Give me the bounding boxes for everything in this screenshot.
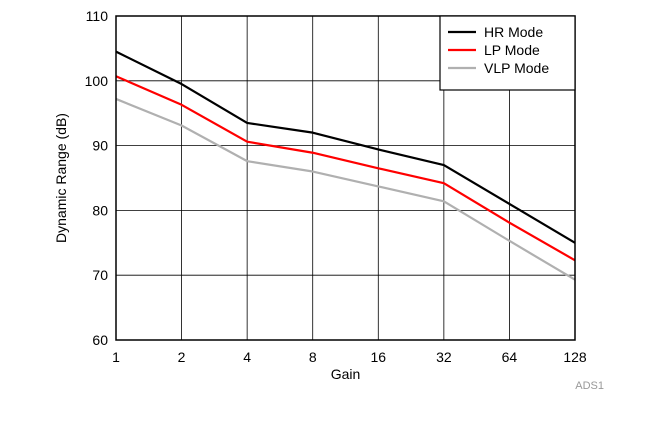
legend: HR Mode LP Mode VLP Mode <box>439 15 576 91</box>
y-axis-ticks: 60 70 80 90 100 110 <box>85 8 109 348</box>
x-tick-label: 32 <box>436 349 452 365</box>
legend-label: HR Mode <box>484 24 543 40</box>
y-tick-label: 90 <box>92 138 108 154</box>
plot-area-frame <box>115 15 576 341</box>
y-tick-label: 70 <box>92 267 108 283</box>
series-line-hr-mode <box>115 50 576 244</box>
x-tick-label: 1 <box>112 349 120 365</box>
y-tick-label: 60 <box>92 332 108 348</box>
figure-id-label: ADS1 <box>575 380 604 392</box>
y-tick-label: 80 <box>92 202 108 218</box>
x-tick-label: 128 <box>563 349 587 365</box>
x-axis-title: Gain <box>331 366 361 382</box>
x-tick-label: 64 <box>502 349 518 365</box>
x-tick-label: 16 <box>370 349 386 365</box>
x-axis-ticks: 1 2 4 8 16 32 64 128 <box>112 349 587 365</box>
series-line-lp-mode <box>115 75 576 262</box>
legend-label: LP Mode <box>484 42 540 58</box>
y-tick-label: 100 <box>85 73 109 89</box>
x-tick-label: 8 <box>309 349 317 365</box>
x-tick-label: 2 <box>178 349 186 365</box>
legend-box <box>439 15 576 91</box>
series-lines <box>115 50 576 281</box>
series-line-vlp-mode <box>115 97 576 281</box>
y-tick-label: 110 <box>86 8 109 24</box>
legend-label: VLP Mode <box>484 60 549 76</box>
y-axis-title: Dynamic Range (dB) <box>53 113 69 243</box>
x-tick-label: 4 <box>243 349 251 365</box>
